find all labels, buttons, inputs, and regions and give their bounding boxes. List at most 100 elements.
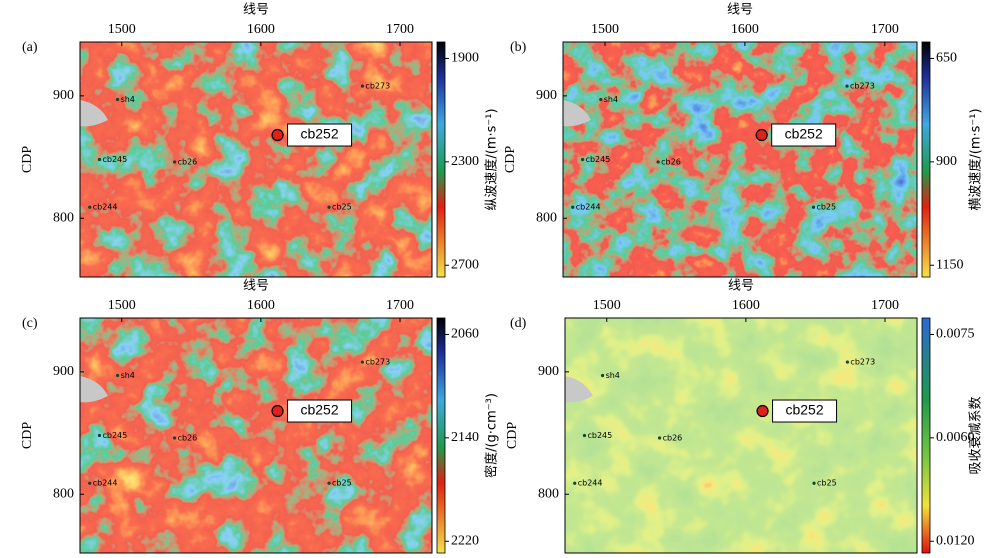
x-tick-label: 1500 [108,298,136,313]
well-label: cb244 [93,203,118,212]
well-point [88,205,92,209]
well-label: cb244 [93,479,118,488]
well-label: cb245 [586,155,611,164]
well-label: cb273 [365,82,390,91]
x-tick-label: 1500 [108,22,136,37]
well-label: cb25 [332,203,352,212]
well-point [97,157,102,162]
highlight-box [772,399,838,423]
x-tick-label: 1700 [871,22,899,37]
colorbar-tick-label: 2700 [451,257,479,272]
well-point [580,157,585,162]
well-point [812,481,816,485]
highlight-box [771,123,837,147]
y-tick-label: 900 [538,364,559,379]
x-tick-label: 1500 [591,22,619,37]
colorbar-tick-label: 0.0060 [936,430,975,445]
colorbar-label: 密度/(g·cm⁻³) [484,393,500,478]
x-tick-label: 1500 [593,298,621,313]
colorbar-tick-label: 2220 [451,533,479,548]
x-tick-label: 1600 [732,298,760,313]
well-label: cb244 [576,203,601,212]
highlight-label: cb252 [785,402,823,418]
highlight-box [287,123,353,147]
panel-label: (b) [510,40,527,55]
gray-patch [80,100,108,127]
well-point [582,433,587,438]
well-point [327,205,331,209]
well-label: cb245 [102,155,127,164]
well-point [115,97,120,102]
y-tick-label: 900 [53,88,74,103]
well-label: cb244 [578,479,603,488]
x-tick-label: 1700 [871,298,899,313]
well-label: sh4 [121,95,135,104]
highlight-well [271,404,284,418]
plot-frame [562,41,918,278]
y-tick-label: 900 [536,88,557,103]
colorbar-label: 横波速度/(m·s⁻¹) [968,108,984,210]
x-tick-label: 1600 [247,298,275,313]
x-tick-label: 1700 [386,22,414,37]
y-tick-label: 800 [536,210,557,225]
well-point [656,160,660,164]
highlight-label: cb252 [785,126,823,142]
colorbar-label: 吸收衰减系数 [968,396,984,474]
colorbar-tick-label: 0.0075 [936,327,975,342]
y-tick-label: 800 [53,210,74,225]
y-tick-label: 800 [53,486,74,501]
highlight-well [756,404,769,418]
well-label: cb245 [587,431,612,440]
x-axis-label: 线号 [243,279,269,294]
colorbar-tick-label: 2060 [451,327,479,342]
gray-patch [80,376,108,403]
y-axis-label: CDP [503,146,518,173]
plot-frame [564,317,918,554]
highlight-box [287,399,353,423]
map-field [565,318,917,553]
well-point [845,84,849,88]
well-point [599,97,603,102]
colorbar-tick-label: 2300 [451,154,479,169]
map-field [80,42,432,277]
gray-patch [565,376,593,403]
map-field [80,318,432,553]
y-tick-label: 900 [53,364,74,379]
well-label: cb273 [850,82,875,91]
highlight-well [271,128,284,142]
well-point [115,373,120,378]
well-point [845,360,850,364]
colorbar [921,41,931,278]
x-tick-label: 1700 [386,298,414,313]
colorbar-tick-label: 1150 [936,257,963,272]
colorbar-label: 纵波速度/(m·s⁻¹) [484,108,500,210]
y-axis-label: CDP [20,422,35,449]
colorbar-tick-label: 0.0120 [936,533,975,548]
well-point [360,360,365,364]
panel-label: (c) [22,316,38,331]
well-point [173,436,177,440]
well-label: cb26 [661,157,681,166]
well-point [571,205,575,209]
well-point [97,433,102,438]
plot-frame [79,41,433,278]
well-point [327,481,331,485]
colorbar [921,317,931,554]
well-point [573,481,577,485]
colorbar [436,317,446,554]
well-label: sh4 [121,371,135,380]
well-point [658,436,662,440]
well-label: cb26 [178,157,198,166]
colorbar-tick-label: 650 [936,51,957,66]
panel-label: (d) [510,316,527,331]
x-tick-label: 1600 [731,22,759,37]
well-label: cb25 [332,479,352,488]
well-label: cb25 [816,203,836,212]
well-point [173,160,177,164]
well-label: cb245 [102,431,127,440]
x-tick-label: 1600 [247,22,275,37]
well-label: cb26 [178,433,198,442]
gray-patch [563,100,591,127]
well-label: sh4 [606,371,620,380]
